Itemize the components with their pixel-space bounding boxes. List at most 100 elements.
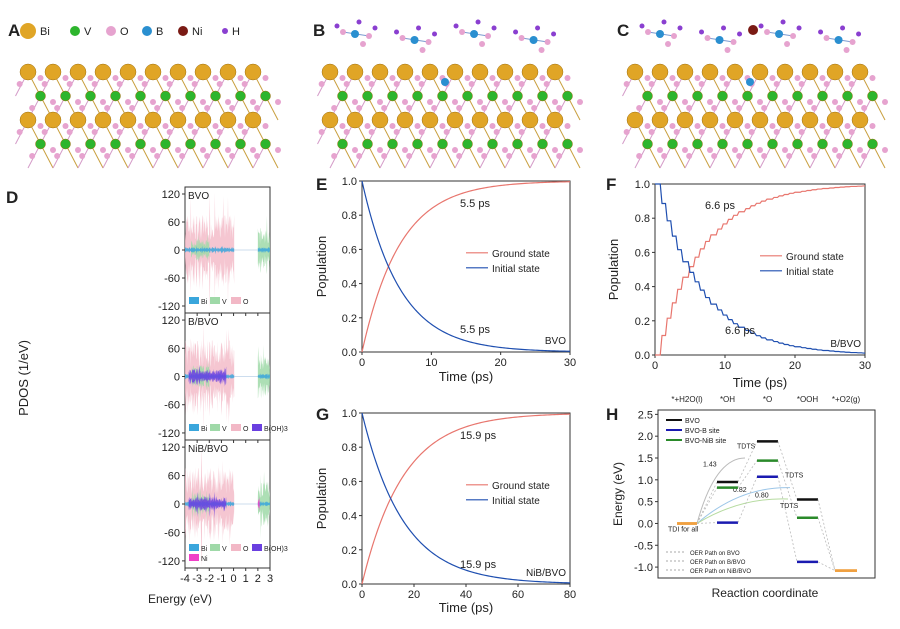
- oxygen-atom: [694, 75, 701, 81]
- adsorbate-atom: [410, 36, 419, 44]
- oxygen-atom: [104, 153, 111, 159]
- oxygen-atom: [200, 147, 206, 153]
- oxygen-atom: [154, 105, 161, 111]
- vanadium-atom: [337, 138, 348, 150]
- vanadium-atom: [437, 138, 448, 150]
- oxygen-atom: [723, 129, 730, 135]
- legend-swatch: [231, 297, 241, 304]
- bismuth-atom: [801, 63, 819, 81]
- oxygen-atom: [686, 105, 693, 111]
- atom-legend: Bi V O B Ni H: [20, 23, 240, 39]
- oxygen-atom: [275, 99, 281, 105]
- oxygen-atom: [431, 153, 438, 159]
- legend-label: V: [222, 546, 227, 553]
- vanadium-atom: [512, 138, 523, 150]
- x-tick-label: 1: [243, 573, 249, 585]
- oxygen-atom: [736, 153, 743, 159]
- bismuth-atom: [521, 63, 539, 81]
- y-tick-label: 0.8: [342, 442, 357, 454]
- oxygen-atom: [87, 75, 94, 81]
- bismuth-atom: [726, 111, 744, 129]
- adsorbate-atom: [665, 41, 671, 47]
- oxygen-atom: [744, 123, 751, 129]
- oxygen-atom: [673, 81, 680, 87]
- bismuth-atom: [726, 63, 744, 81]
- oxygen-atom: [229, 105, 236, 111]
- oxygen-atom: [364, 75, 371, 81]
- barrier-curve: [696, 498, 789, 524]
- adsorbate-atom: [704, 35, 711, 41]
- vanadium-atom: [767, 138, 778, 150]
- oxygen-atom: [389, 123, 396, 129]
- y-axis-label: PDOS (1/eV): [16, 340, 31, 416]
- oxygen-atom: [711, 153, 718, 159]
- vanadium-atom: [412, 138, 423, 150]
- oxygen-atom: [418, 81, 425, 87]
- adsorbate-atom: [699, 29, 705, 35]
- series-line-initial: [655, 183, 865, 354]
- oxygen-atom: [381, 153, 388, 159]
- bismuth-atom: [396, 111, 414, 129]
- x-tick-label: -2: [204, 573, 214, 585]
- oxygen-atom: [37, 123, 44, 129]
- y-tick-label: 0.6: [342, 476, 357, 488]
- chart-population-E: 0 10 20 30 0.0 0.2 0.4 0.6 0.8 1.0 5.5 ps 5.5 ps Gro…: [314, 176, 576, 384]
- bismuth-atom: [701, 111, 719, 129]
- y-tick-label: 0.4: [342, 511, 357, 523]
- adsorbate-atom: [656, 30, 664, 38]
- adsorbate-atom: [340, 29, 346, 35]
- legend-label: BVO-NiB site: [685, 438, 726, 445]
- barrier-curve: [696, 487, 791, 524]
- adsorbate-atom: [372, 25, 378, 31]
- oxygen-atom: [773, 129, 780, 135]
- legend-label: O: [243, 299, 249, 306]
- x-tick-label: -1: [217, 573, 227, 585]
- oxygen-atom: [861, 105, 868, 111]
- bismuth-atom: [346, 111, 364, 129]
- vanadium-atom: [537, 138, 548, 150]
- subplot-title: BVO: [188, 191, 209, 202]
- panel-label-B: B: [313, 21, 325, 40]
- oxygen-atom: [648, 81, 655, 87]
- vanadium-atom: [487, 90, 498, 102]
- oxygen-atom: [844, 123, 851, 129]
- oxygen-atom: [352, 147, 358, 153]
- y-tick-label: -0.5: [634, 540, 653, 552]
- atom-Bi-icon: [20, 23, 36, 39]
- x-axis-label: Energy (eV): [148, 592, 212, 606]
- legend-swatch: [210, 544, 220, 551]
- oxygen-atom: [66, 129, 73, 135]
- bismuth-atom: [94, 111, 112, 129]
- legend-label: OER Path on NiB/BVO: [690, 569, 751, 575]
- bismuth-atom: [676, 111, 694, 129]
- oxygen-atom: [493, 129, 500, 135]
- system-label: NiB/BVO: [526, 568, 566, 579]
- y-tick-label: 0.8: [635, 213, 650, 225]
- legend-label: O: [243, 546, 249, 553]
- y-tick-label: 1.0: [342, 176, 357, 188]
- vanadium-atom: [235, 90, 246, 102]
- oxygen-atom: [518, 129, 525, 135]
- bismuth-atom: [626, 63, 644, 81]
- oxygen-atom: [836, 153, 843, 159]
- bismuth-atom: [546, 63, 564, 81]
- oxygen-atom: [577, 147, 583, 153]
- adsorbate-atom: [818, 29, 824, 35]
- oxygen-atom: [191, 81, 198, 87]
- legend-label: O: [243, 426, 249, 433]
- x-axis-label: Reaction coordinate: [712, 586, 819, 600]
- connector: [777, 476, 798, 562]
- atom-legend-label: H: [232, 26, 240, 38]
- oxygen-atom: [125, 147, 131, 153]
- atom-legend-label: Ni: [192, 26, 202, 38]
- atom-H-icon: [222, 28, 228, 34]
- bismuth-atom: [44, 63, 62, 81]
- bismuth-atom: [446, 63, 464, 81]
- x-tick-label: 60: [512, 589, 524, 601]
- oxygen-atom: [129, 105, 136, 111]
- adsorbate-atom: [790, 33, 797, 39]
- adsorbate-atom: [823, 35, 830, 41]
- oxygen-atom: [543, 129, 550, 135]
- annotation: TDTS: [780, 503, 799, 510]
- oxygen-atom: [502, 147, 508, 153]
